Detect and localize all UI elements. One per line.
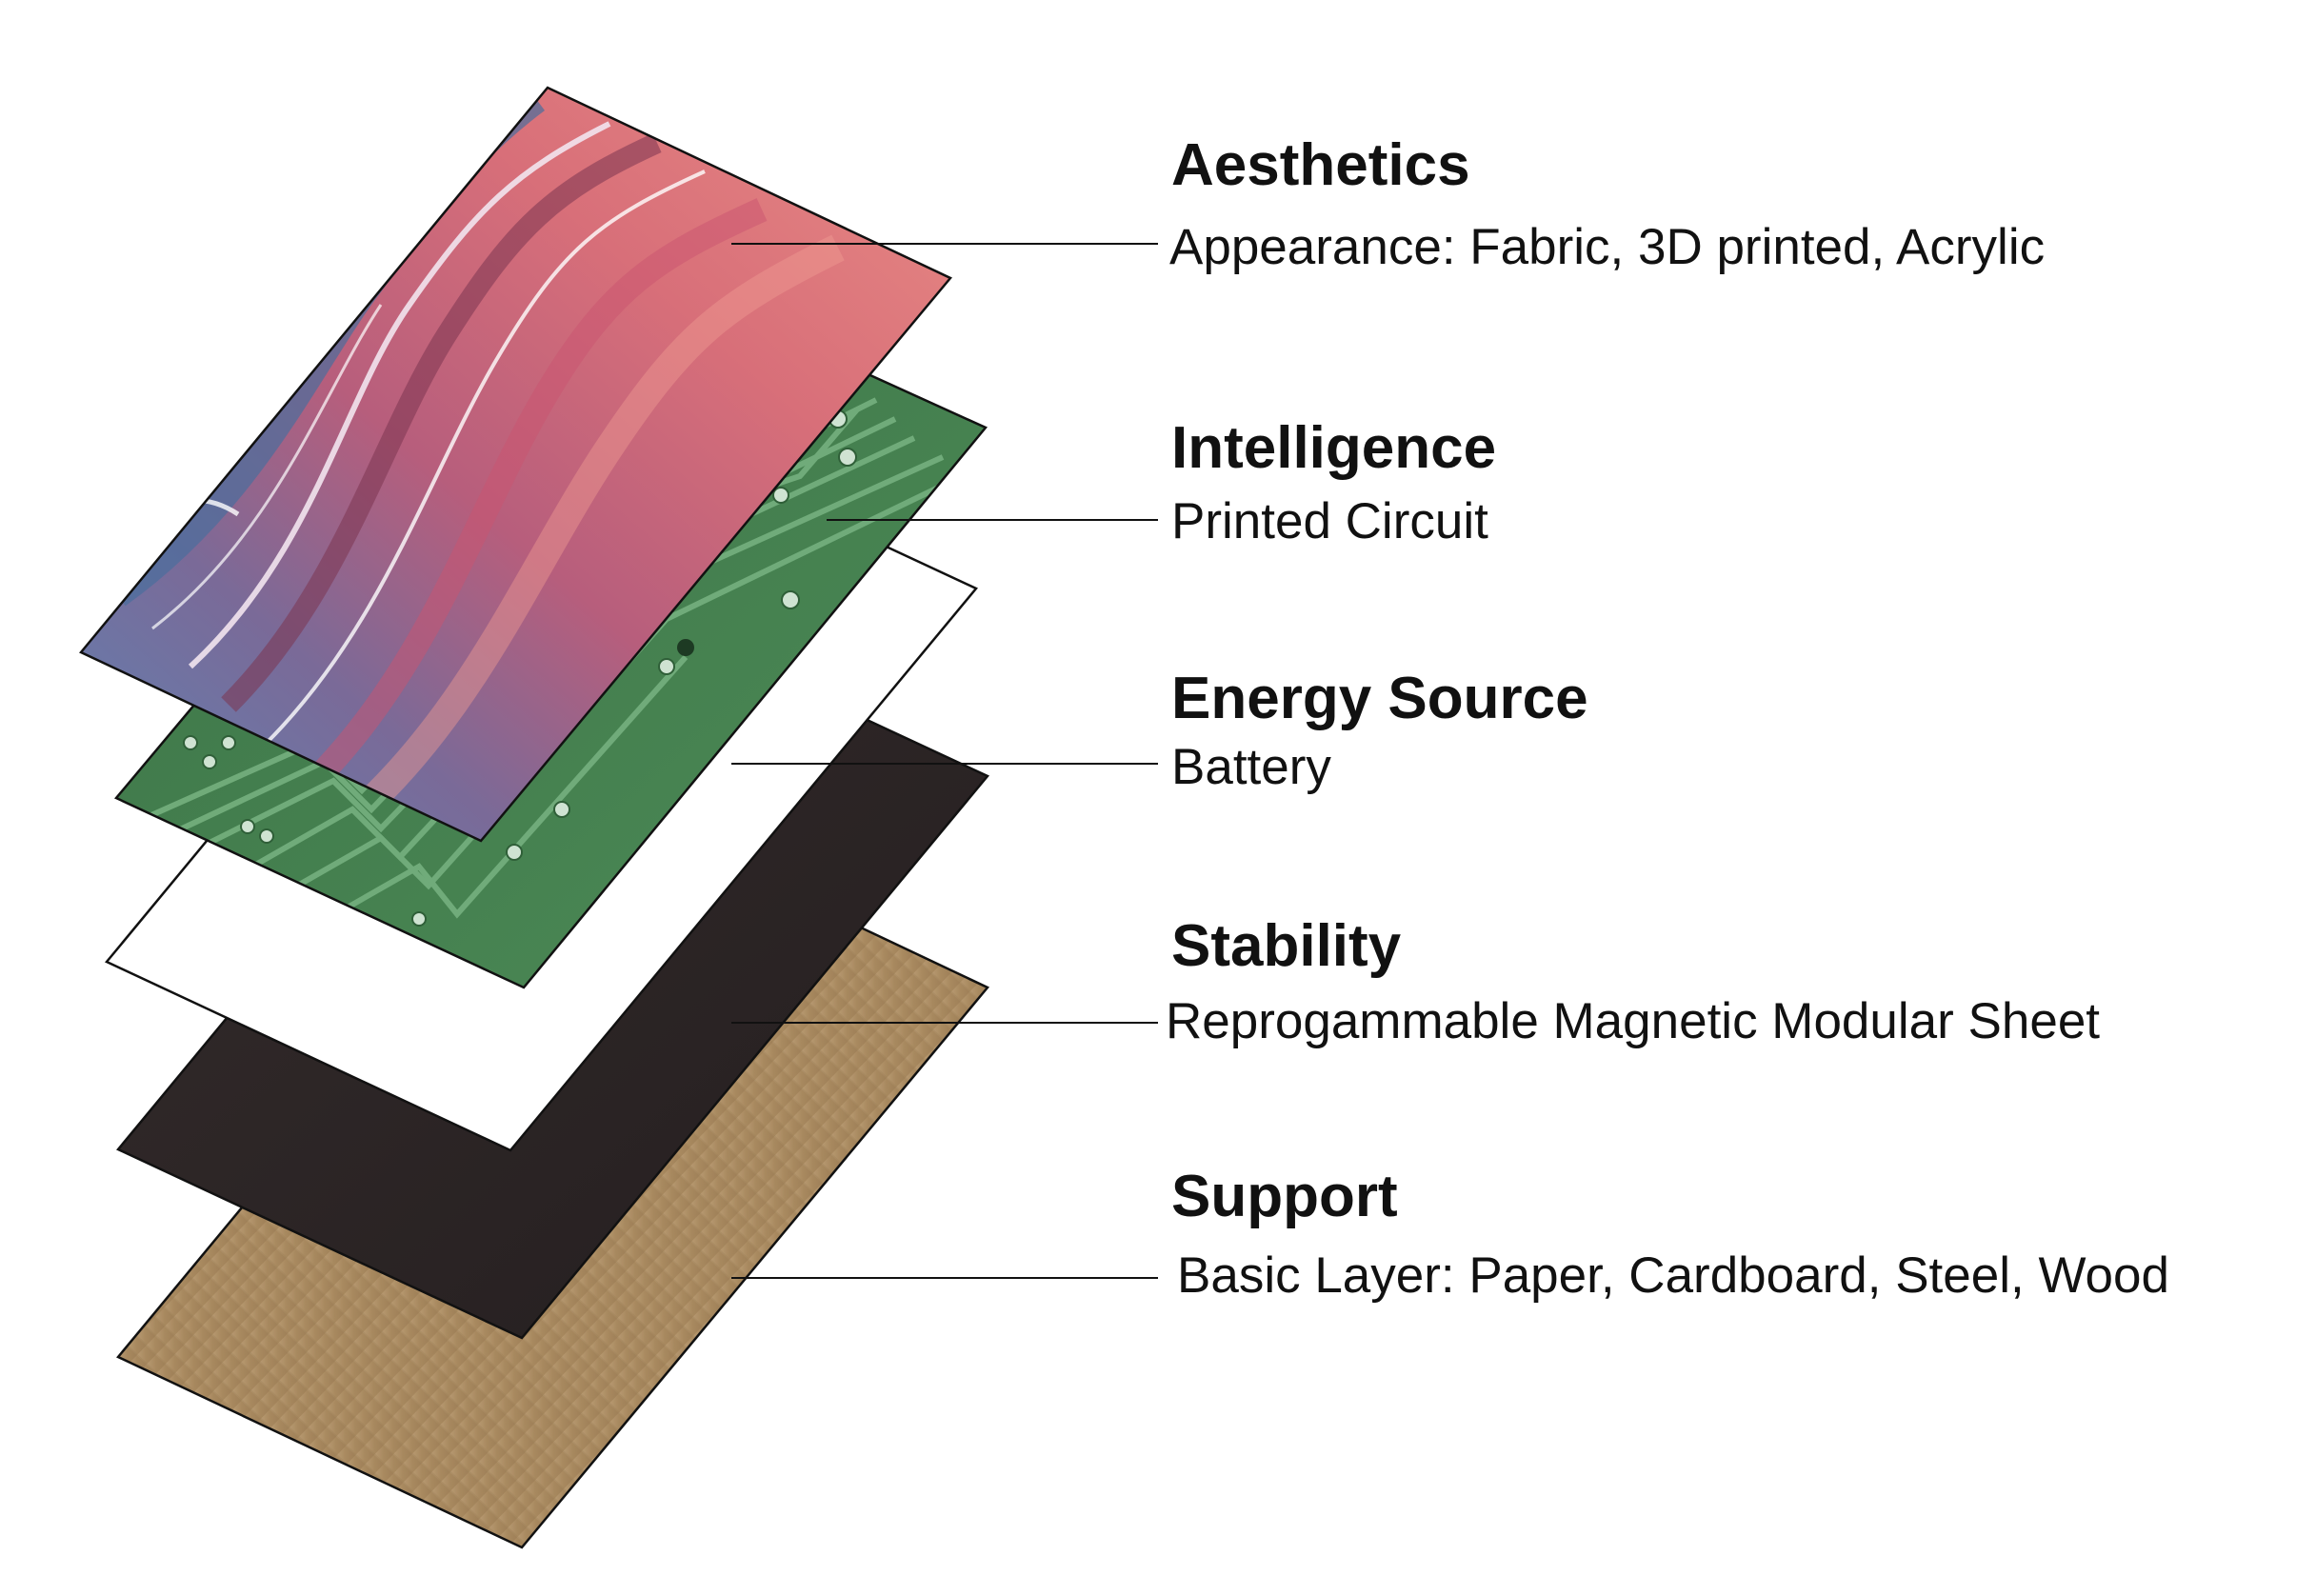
intelligence-description: Printed Circuit xyxy=(1171,493,1488,549)
stability-title: Stability xyxy=(1171,913,1402,979)
support-title: Support xyxy=(1171,1164,1398,1229)
intelligence-title: Intelligence xyxy=(1171,415,1497,481)
aesthetics-description: Appearance: Fabric, 3D printed, Acrylic xyxy=(1169,219,2046,275)
support-description: Basic Layer: Paper, Cardboard, Steel, Wo… xyxy=(1177,1247,2169,1304)
aesthetics-title: Aesthetics xyxy=(1171,132,1470,198)
energy-source-title: Energy Source xyxy=(1171,666,1588,731)
stability-description: Reprogammable Magnetic Modular Sheet xyxy=(1166,993,2101,1049)
energy-source-description: Battery xyxy=(1171,739,1331,795)
